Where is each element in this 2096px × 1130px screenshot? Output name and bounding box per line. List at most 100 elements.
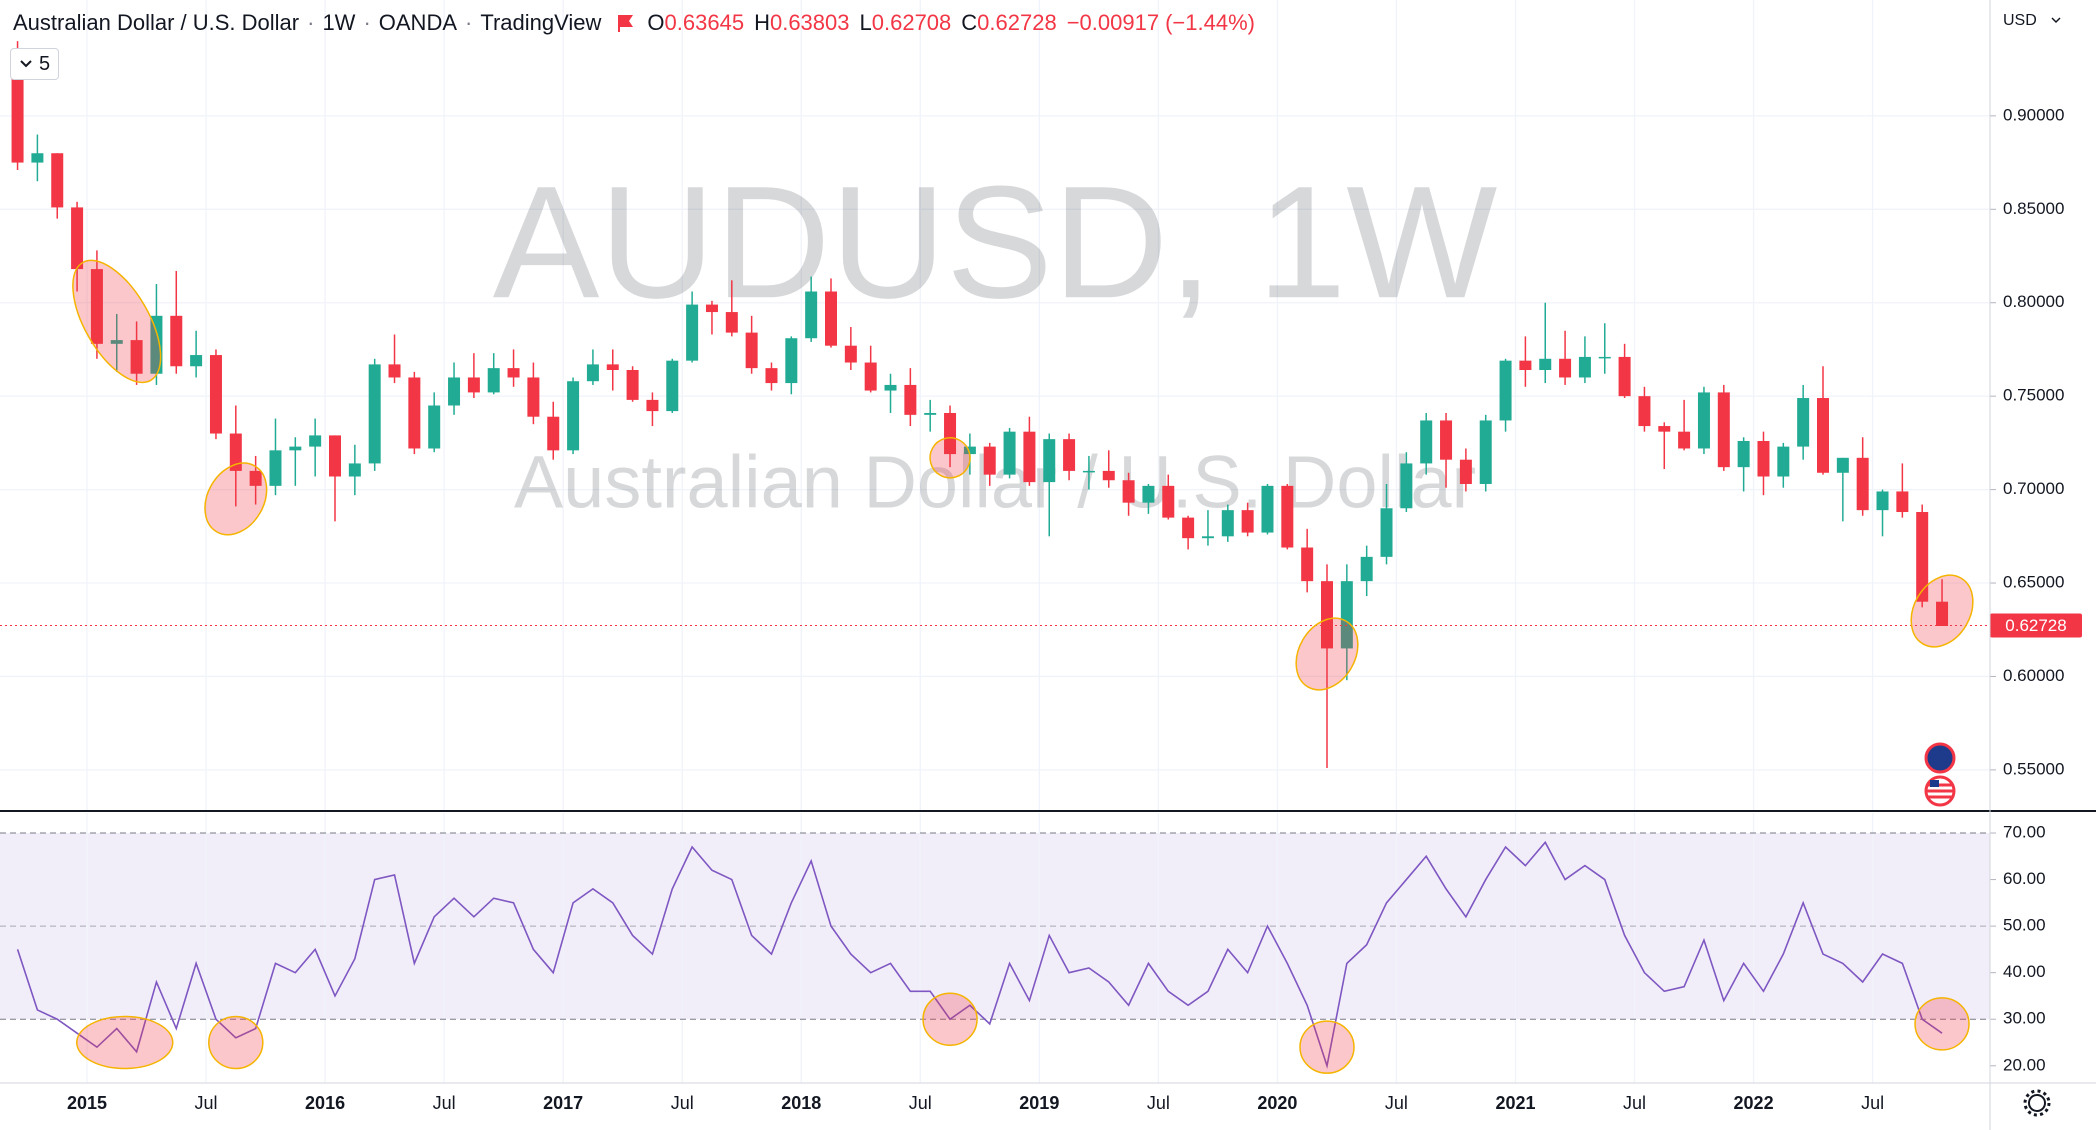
x-tick-label: Jul [909, 1093, 932, 1113]
rsi-tick-label: 50.00 [2003, 916, 2046, 935]
candle-body [1201, 536, 1214, 539]
highlight [208, 1015, 264, 1070]
y-tick-label: 0.90000 [2003, 105, 2064, 124]
currency: USD [2003, 12, 2037, 29]
candle-body [944, 412, 957, 455]
x-tick-label: Jul [1623, 1093, 1646, 1113]
change: −0.00917 [1066, 10, 1160, 35]
candle-body [1896, 491, 1909, 513]
candle-body [1063, 439, 1076, 471]
candle-body [1598, 356, 1611, 359]
candle-body [983, 446, 996, 475]
candle-body [229, 433, 242, 471]
flag-icon[interactable] [615, 13, 637, 33]
candle-body [507, 368, 520, 378]
candle-body [71, 207, 84, 270]
candle-body [844, 345, 857, 363]
candle-body [1578, 356, 1591, 378]
flag-canton [1930, 780, 1939, 787]
candle-body [289, 446, 302, 451]
candle-body [1479, 420, 1492, 484]
candle-body [1856, 457, 1869, 511]
candle-body [904, 384, 917, 415]
candle-body [567, 381, 580, 451]
x-tick-label: 2016 [305, 1093, 345, 1113]
x-tick-label: 2015 [67, 1093, 107, 1113]
candle-body [368, 364, 381, 464]
candle-body [686, 304, 699, 361]
symbol-name: Australian Dollar / U.S. Dollar [13, 10, 300, 35]
candle-body [1003, 431, 1016, 475]
x-tick-label: Jul [1385, 1093, 1408, 1113]
candle-body [1102, 470, 1115, 481]
candle-body [765, 368, 778, 384]
low-value: 0.62708 [871, 10, 952, 35]
candle-body [705, 304, 718, 313]
candle-body [547, 416, 560, 451]
candle-body [1499, 360, 1512, 421]
candle-body [1459, 459, 1472, 484]
candle-body [1440, 420, 1453, 460]
x-tick-label: 2019 [1019, 1093, 1059, 1113]
candle-body [527, 377, 540, 417]
rsi-line [16, 840, 1943, 1069]
candle-body [805, 291, 818, 339]
x-tick-label: 2018 [781, 1093, 821, 1113]
candle-body [1043, 439, 1056, 483]
indicators-count: 5 [39, 52, 51, 75]
highlight [204, 462, 268, 536]
candle-body [348, 463, 361, 477]
x-tick-label: Jul [671, 1093, 694, 1113]
candle-body [467, 377, 480, 393]
x-tick-label: Jul [195, 1093, 218, 1113]
last-price-label: 0.62728 [2005, 616, 2066, 635]
candle-body [1539, 358, 1552, 370]
candle-body [825, 291, 837, 346]
candle-body [150, 315, 163, 374]
highlight [1299, 1020, 1355, 1074]
candle-body [1360, 556, 1373, 582]
settings-icon-rim [2023, 1089, 2051, 1117]
candle-body [388, 364, 401, 378]
y-tick-label: 0.80000 [2003, 292, 2064, 311]
candle-body [329, 435, 341, 477]
close-value: 0.62728 [977, 10, 1057, 35]
high-value: 0.63803 [769, 10, 850, 35]
last-price-box [1990, 613, 2082, 638]
separator: · [363, 10, 371, 35]
rsi-tick-label: 70.00 [2003, 823, 2046, 842]
candle-body [1936, 601, 1949, 627]
candle-body [1301, 547, 1314, 582]
flag-icon [1924, 742, 1956, 774]
chevron-icon [20, 60, 32, 68]
candle-body [626, 369, 639, 400]
x-tick-label: 2021 [1495, 1093, 1535, 1113]
candle-body [1082, 470, 1095, 473]
candle-body [1697, 392, 1710, 449]
rsi-tick-label: 40.00 [2003, 962, 2046, 981]
candle-body [90, 269, 103, 344]
candle-body [1221, 510, 1234, 537]
candle-body [1559, 358, 1572, 378]
candle-body [1162, 485, 1175, 518]
indicators-toggle[interactable]: 5 [10, 48, 60, 80]
highlight [1914, 997, 1970, 1051]
candle-body [1261, 485, 1274, 533]
currency-chevron [2051, 17, 2061, 24]
interval[interactable]: 1W [322, 10, 356, 35]
candle-body [1618, 356, 1631, 397]
candle-body [1241, 510, 1254, 533]
candle-body [1916, 512, 1929, 602]
y-tick-label: 0.55000 [2003, 759, 2064, 778]
candle-body [1380, 508, 1393, 557]
exchange: OANDA [378, 10, 458, 35]
candle-body [1340, 581, 1353, 649]
candle-body [31, 153, 44, 163]
candle-body [1321, 581, 1333, 649]
close-letter: C [961, 10, 978, 35]
candle-body [249, 470, 262, 486]
candle-body [1281, 485, 1294, 548]
candle-body [606, 364, 619, 370]
open-value: 0.63645 [664, 10, 745, 35]
x-tick-label: Jul [1147, 1093, 1170, 1113]
